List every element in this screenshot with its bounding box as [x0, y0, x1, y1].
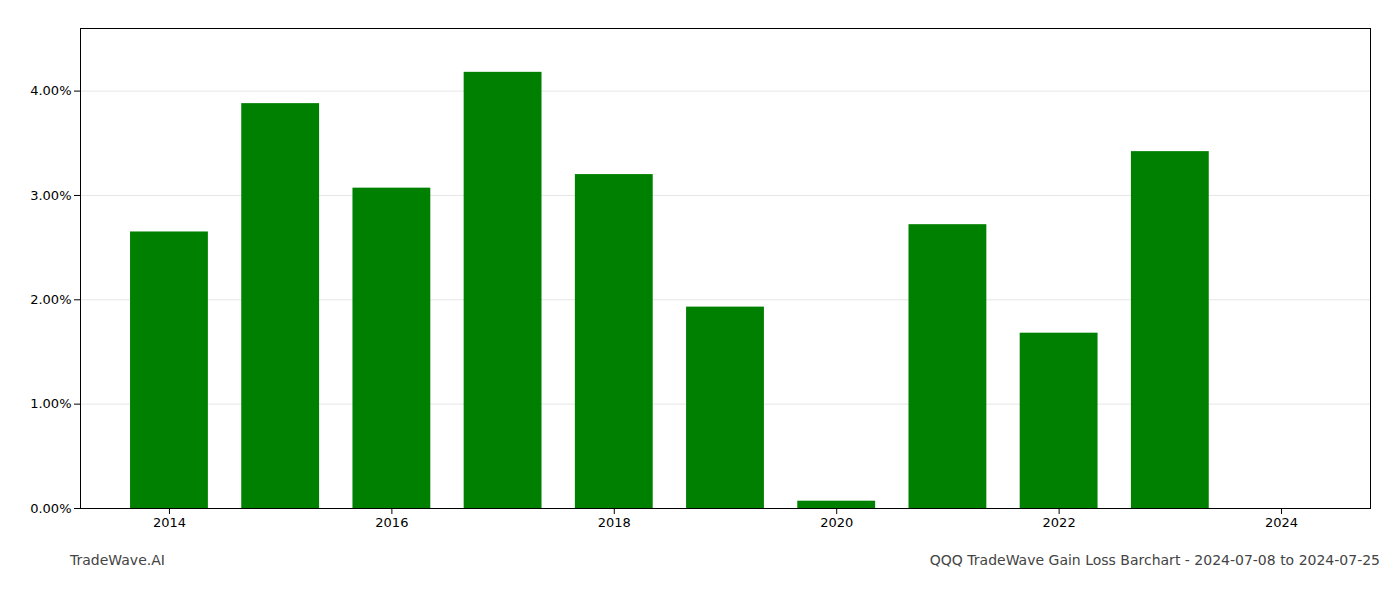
html-text:QQQ TradeWave Gain Loss Barcha: QQQ TradeWave Gain Loss Barchart - 2024-…: [929, 552, 1380, 568]
svg-text:2018: 2018: [598, 515, 631, 530]
html-text:TradeWave.AI: TradeWave.AI: [70, 552, 165, 568]
svg-text:2020: 2020: [820, 515, 853, 530]
svg-text:1.00%: 1.00%: [30, 396, 71, 411]
svg-text:2014: 2014: [153, 515, 186, 530]
svg-text:0.00%: 0.00%: [30, 501, 71, 516]
svg-text:2022: 2022: [1043, 515, 1076, 530]
svg-text:2016: 2016: [375, 515, 408, 530]
svg-text:4.00%: 4.00%: [30, 83, 71, 98]
svg-text:2.00%: 2.00%: [30, 292, 71, 307]
svg-text:2024: 2024: [1265, 515, 1298, 530]
svg-text:3.00%: 3.00%: [30, 188, 71, 203]
